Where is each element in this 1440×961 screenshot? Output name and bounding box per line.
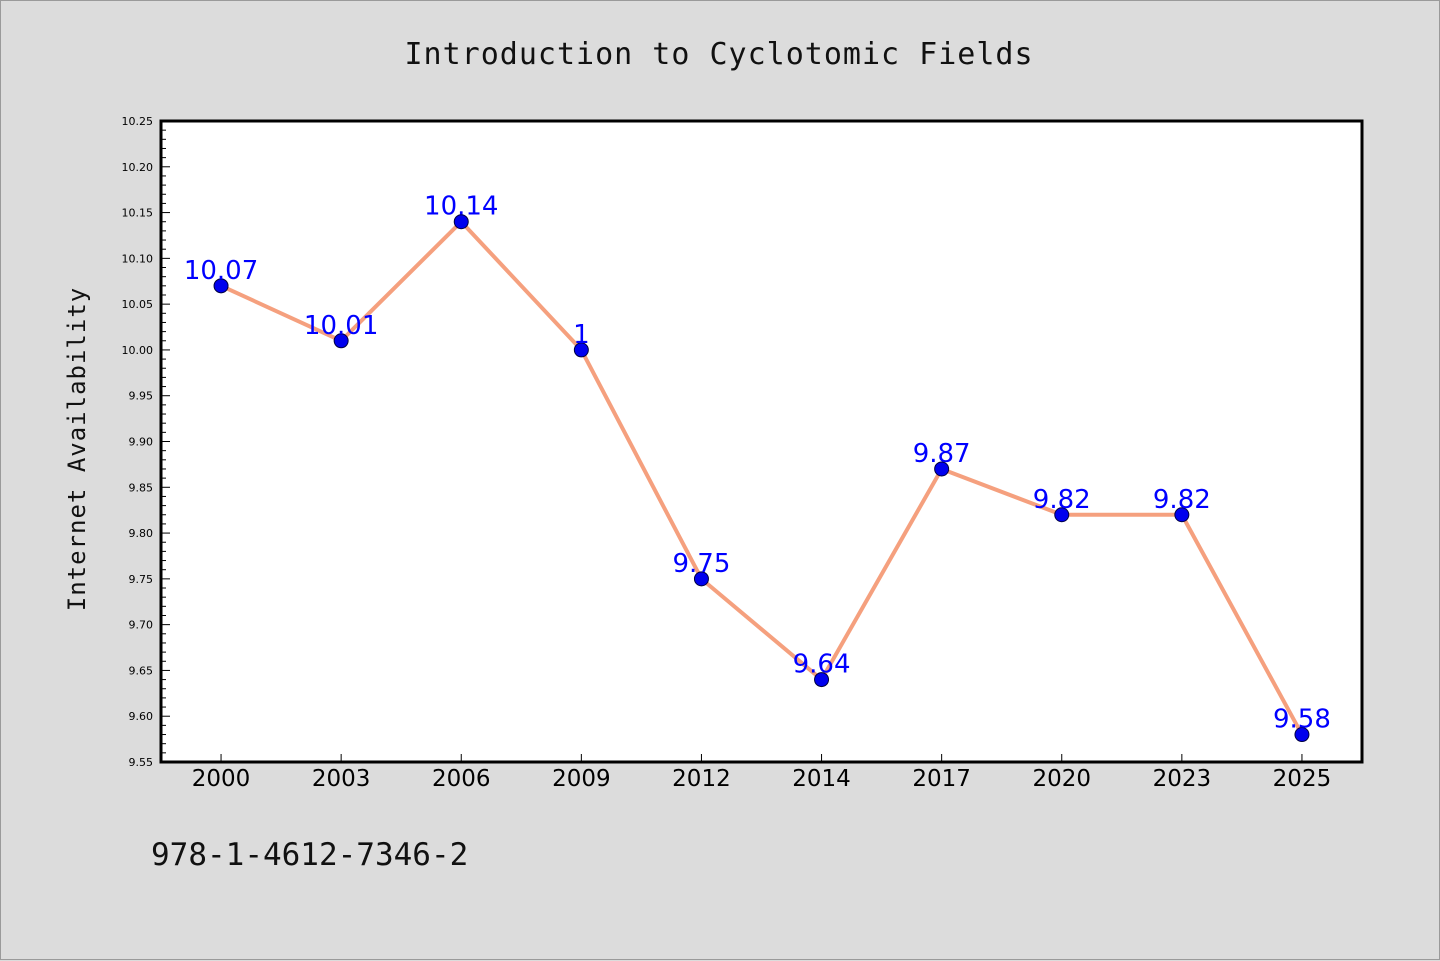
series-line [219,219,1304,737]
y-tick-label: 9.65 [129,664,154,677]
data-point [693,571,709,587]
isbn-text: 978-1-4612-7346-2 [151,837,468,873]
data-point [1174,507,1190,523]
data-label: 9.58 [1273,705,1331,735]
x-tick-label: 2025 [1273,766,1332,792]
y-tick-label: 10.10 [122,252,154,265]
y-tick-label: 9.60 [129,710,154,723]
data-point [1294,727,1310,743]
x-tick-label: 2023 [1153,766,1212,792]
plot-area [161,121,1362,762]
data-point [934,461,950,477]
y-tick-label: 9.55 [129,756,154,769]
data-label: 10.01 [304,311,378,341]
y-tick-label: 10.20 [122,161,154,174]
y-tick-label: 10.15 [122,207,154,220]
data-points [213,214,1310,743]
data-labels: 10.07 10.01 10.14 1 9.75 9.64 9.87 9.82 9.82 9.58 [184,192,1331,735]
x-tick-label: 2006 [432,766,491,792]
data-point [814,672,830,688]
data-label: 10.14 [424,192,498,222]
x-tick-label: 2000 [192,766,251,792]
x-tick-label: 2012 [672,766,731,792]
y-tick-label: 9.75 [129,573,154,586]
data-label: 9.64 [793,650,851,680]
data-point [333,333,349,349]
plot-border [159,119,1364,764]
y-axis-label: Internet Availability [63,287,91,611]
y-tick-label: 9.85 [129,481,154,494]
y-tick-label: 10.25 [122,115,154,128]
y-tick-label: 10.05 [122,298,154,311]
y-tick-label: 10.00 [122,344,154,357]
x-tick-label: 2020 [1032,766,1091,792]
data-point [453,214,469,230]
data-label: 9.87 [913,439,971,469]
data-point [1054,507,1070,523]
data-point [573,342,589,358]
x-axis: 2000 2003 2006 2009 2012 2014 2017 2020 2023 2025 [192,754,1331,792]
chart-title: Introduction to Cyclotomic Fields [404,37,1033,72]
x-tick-label: 2014 [792,766,851,792]
data-label: 9.75 [673,549,731,579]
y-tick-label: 9.95 [129,390,154,403]
y-tick-label: 9.90 [129,436,154,449]
data-label: 9.82 [1153,485,1211,515]
data-label: 10.07 [184,256,258,286]
data-label: 1 [573,320,590,350]
x-tick-label: 2009 [552,766,611,792]
y-tick-label: 9.70 [129,619,154,632]
data-label: 9.82 [1033,485,1091,515]
x-tick-label: 2017 [912,766,971,792]
x-tick-label: 2003 [312,766,371,792]
data-point [213,278,229,294]
y-tick-label: 9.80 [129,527,154,540]
